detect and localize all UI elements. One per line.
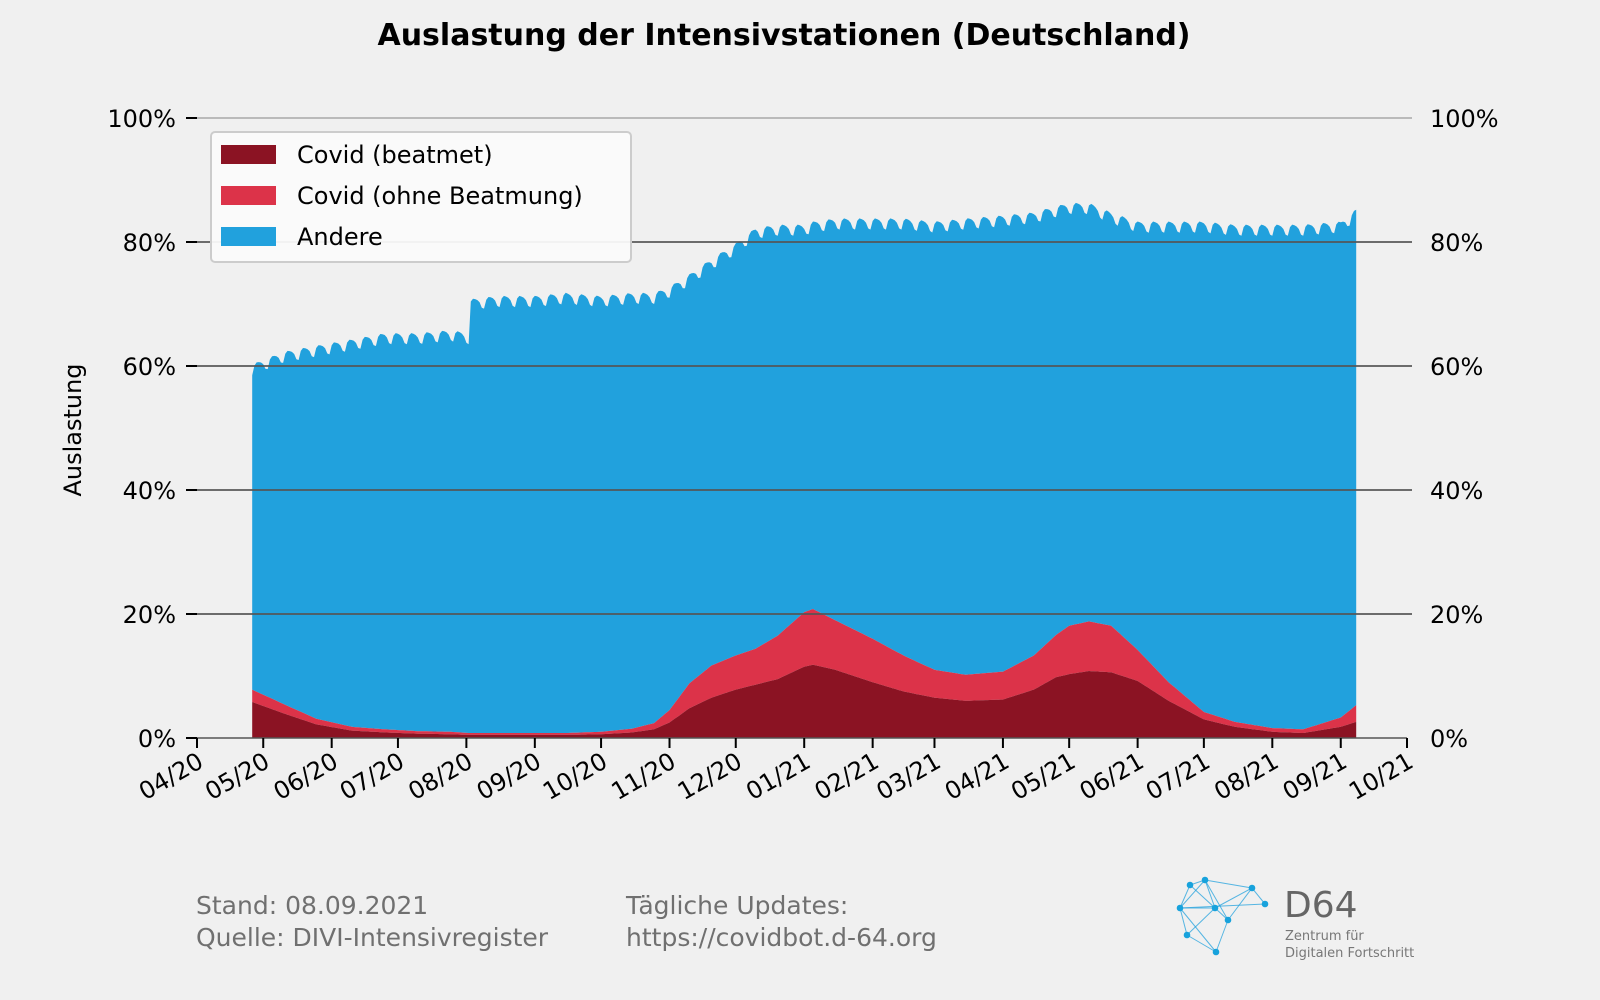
chart-title: Auslastung der Intensivstationen (Deutsc…: [377, 18, 1190, 53]
x-tick-label: 04/21: [940, 747, 1014, 806]
logo-edge: [1204, 879, 1229, 921]
x-tick-label: 08/20: [403, 747, 477, 806]
x-tick-label: 11/20: [607, 747, 681, 806]
logo-edge: [1214, 887, 1253, 909]
logo-name: D64: [1284, 885, 1358, 926]
y-tick-label-right: 80%: [1430, 229, 1483, 257]
x-tick-label: 04/20: [134, 747, 208, 806]
legend-frame: [210, 131, 632, 263]
x-tick-label: 10/20: [538, 747, 612, 806]
logo-edge: [1179, 884, 1191, 909]
legend: Covid (beatmet) Covid (ohne Beatmung) Ande…: [210, 131, 632, 263]
logo-node: [1248, 884, 1256, 892]
x-tick-label: 09/21: [1278, 747, 1352, 806]
y-tick-label: 100%: [107, 105, 176, 133]
logo-edge: [1179, 879, 1206, 909]
footer-updates: Tägliche Updates: https://covidbot.d-64.…: [626, 890, 937, 954]
x-tick-label: 07/20: [335, 747, 409, 806]
legend-label: Covid (ohne Beatmung): [297, 182, 583, 210]
y-axis-left: 0% 20% 40% 60% 80% 100%: [107, 105, 197, 753]
logo-edge: [1186, 907, 1216, 936]
logo-line-2: Digitalen Fortschritt: [1285, 946, 1414, 961]
source: Quelle: DIVI-Intensivregister: [196, 923, 549, 952]
logo-node: [1212, 948, 1220, 956]
logo-edge: [1251, 887, 1266, 905]
x-axis: 04/2005/2006/2007/2008/2009/2010/2011/20…: [134, 737, 1418, 806]
updates-link[interactable]: https://covidbot.d-64.org: [626, 923, 937, 952]
x-tick-label: 12/20: [673, 747, 747, 806]
legend-swatch: [221, 227, 276, 246]
x-tick-label: 03/21: [872, 747, 946, 806]
logo-node: [1176, 904, 1184, 912]
x-tick-label: 10/21: [1344, 747, 1418, 806]
y-tick-label: 40%: [123, 477, 176, 505]
legend-swatch: [221, 186, 276, 205]
updates-label: Tägliche Updates:: [626, 891, 849, 920]
x-tick-label: 05/21: [1006, 747, 1080, 806]
y-tick-label-right: 60%: [1430, 353, 1483, 381]
logo-node: [1261, 900, 1269, 908]
plot-area: [252, 202, 1357, 738]
legend-label: Andere: [297, 223, 383, 251]
x-tick-label: 01/21: [741, 747, 815, 806]
logo-edge: [1204, 879, 1216, 909]
network-logo-icon: [1176, 876, 1269, 956]
logo-node: [1224, 916, 1232, 924]
x-tick-label: 06/20: [269, 747, 343, 806]
logo-edge: [1179, 907, 1217, 953]
logo-node: [1211, 904, 1219, 912]
logo-edge: [1204, 879, 1253, 889]
x-tick-label: 05/20: [200, 747, 274, 806]
legend-label: Covid (beatmet): [297, 141, 493, 169]
y-tick-label-right: 0%: [1430, 725, 1468, 753]
logo-node: [1183, 931, 1191, 939]
logo-edge: [1215, 919, 1229, 953]
logo-node: [1186, 881, 1194, 889]
x-tick-label: 06/21: [1075, 747, 1149, 806]
d64-logo: D64 Zentrum für Digitalen Fortschritt: [1176, 876, 1414, 961]
logo-edge: [1189, 884, 1216, 909]
y-tick-label-right: 100%: [1430, 105, 1499, 133]
logo-line-1: Zentrum für: [1285, 929, 1364, 944]
x-tick-label: 02/21: [810, 747, 884, 806]
area-covid-beatmet: [252, 664, 1357, 738]
x-tick-label: 08/21: [1209, 747, 1283, 806]
y-tick-label-right: 20%: [1430, 601, 1483, 629]
y-axis-right: 0% 20% 40% 60% 80% 100%: [1430, 105, 1499, 753]
legend-swatch: [221, 145, 276, 164]
y-tick-label: 0%: [138, 725, 176, 753]
y-tick-label: 80%: [123, 229, 176, 257]
x-tick-label: 07/21: [1141, 747, 1215, 806]
y-tick-label: 60%: [123, 353, 176, 381]
stand-date: Stand: 08.09.2021: [196, 891, 429, 920]
area-andere: [252, 202, 1357, 733]
footer-source: Stand: 08.09.2021 Quelle: DIVI-Intensivr…: [196, 890, 548, 954]
y-axis-label: Auslastung: [59, 363, 87, 496]
x-tick-label: 09/20: [472, 747, 546, 806]
logo-edge: [1227, 887, 1253, 921]
y-tick-label-right: 40%: [1430, 477, 1483, 505]
logo-edge: [1179, 903, 1266, 909]
logo-node: [1201, 876, 1209, 884]
area-covid-ohne-beatmung: [252, 609, 1357, 735]
logo-edge: [1186, 934, 1217, 953]
y-tick-label: 20%: [123, 601, 176, 629]
logo-edge: [1179, 907, 1188, 936]
